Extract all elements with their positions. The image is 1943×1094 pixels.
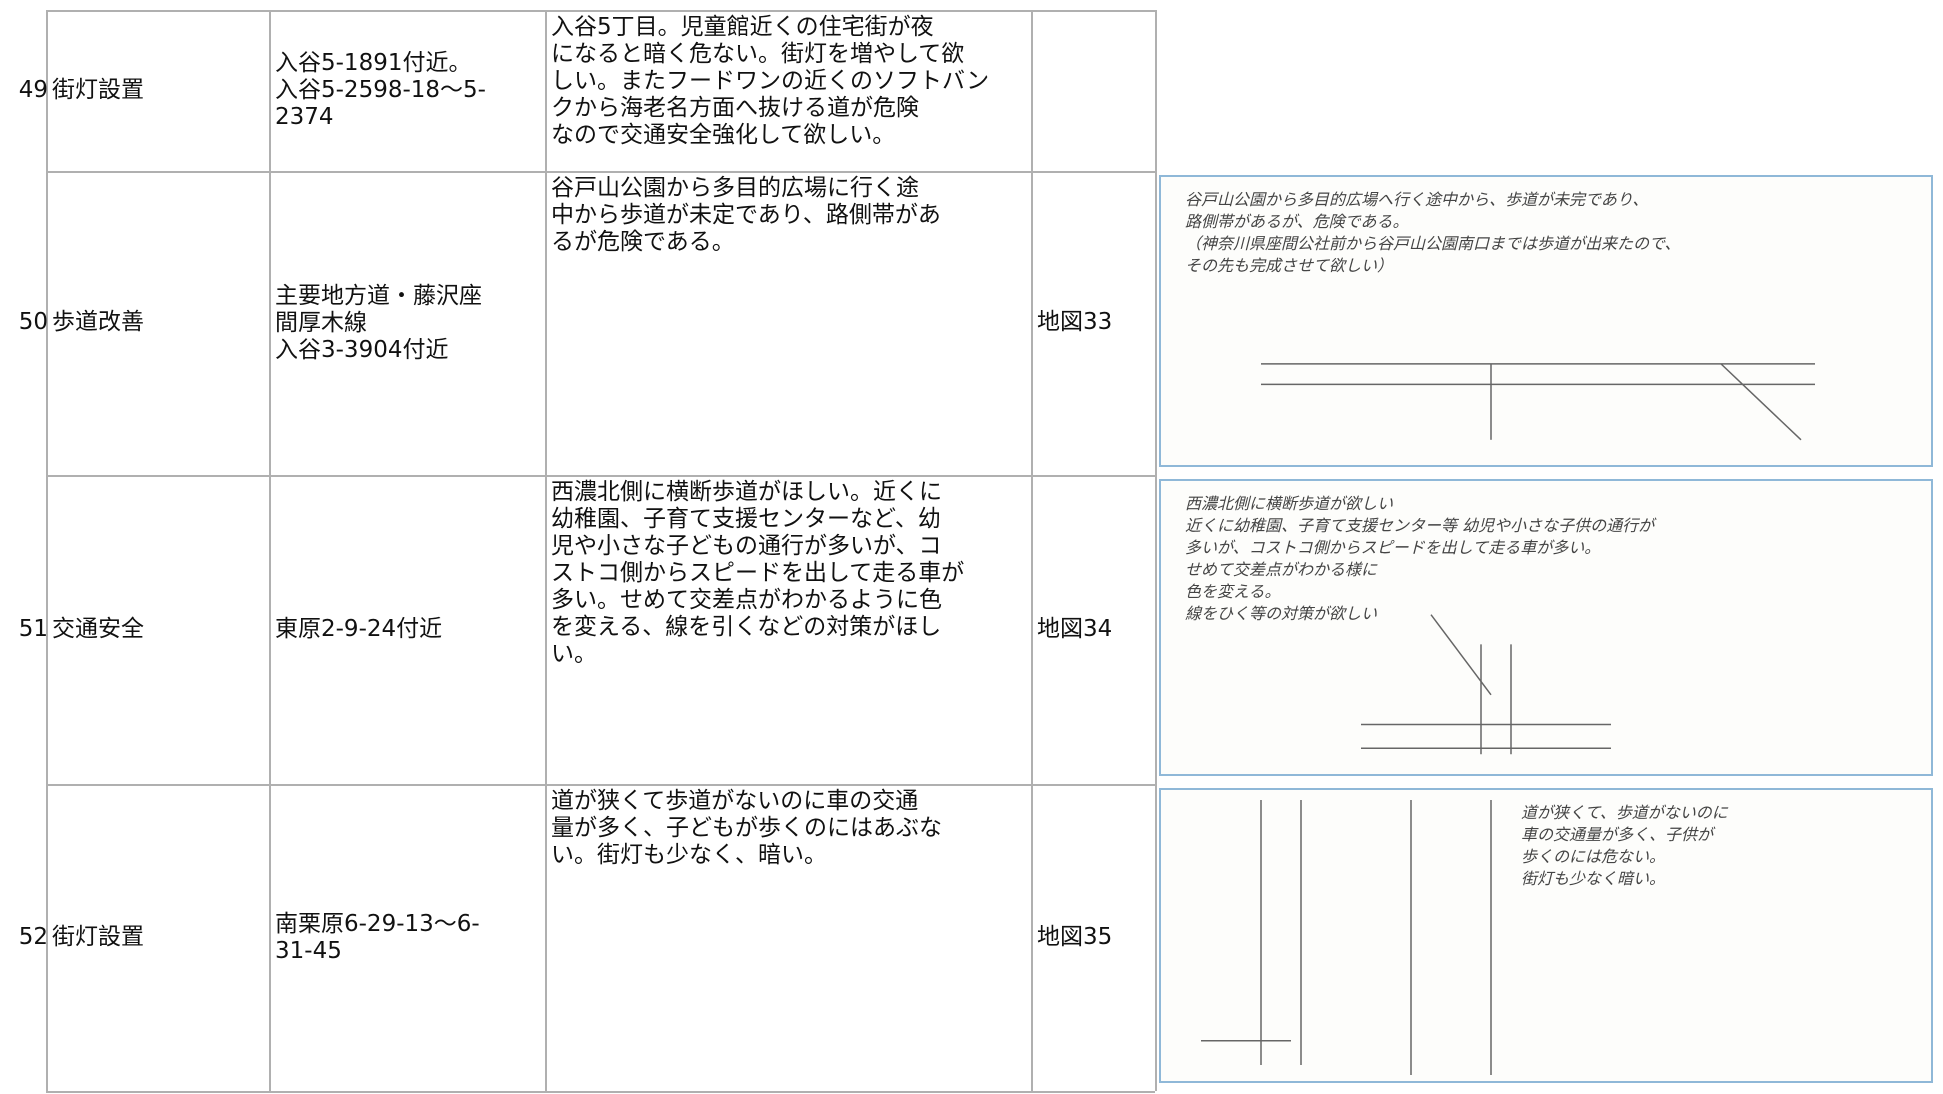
description-line: クから海老名方面へ抜ける道が危険 (551, 95, 919, 121)
row-line (46, 1091, 1155, 1093)
description-line: 谷戸山公園から多目的広場に行く途 (551, 175, 919, 201)
sketch-note: 多いが、コストコ側からスピードを出して走る車が多い。 (1185, 538, 1601, 557)
description-line: い。街灯も少なく、暗い。 (551, 842, 827, 868)
location-line: 入谷3-3904付近 (275, 336, 449, 363)
description-line: 児や小さな子どもの通行が多いが、コ (551, 533, 942, 559)
location-line: 間厚木線 (275, 309, 367, 336)
sketch-drawing (1361, 614, 1611, 755)
location: 入谷5-1891付近。 入谷5-2598-18～5- 2374 (275, 50, 486, 131)
description-line: を変える、線を引くなどの対策がほし (551, 614, 942, 640)
location-line: 東原2-9-24付近 (275, 616, 443, 642)
column-line (545, 10, 547, 1091)
sketch-stroke (1720, 363, 1802, 441)
sketch-stroke (1430, 614, 1492, 696)
description-line: 多い。せめて交差点がわかるように色 (551, 587, 942, 613)
sketch-note: その先も完成させて欲しい） (1185, 256, 1394, 275)
location-line: 主要地方道・藤沢座 (275, 282, 482, 309)
description-line: 道が狭くて歩道がないのに車の交通 (551, 788, 919, 814)
sketch-note: 街灯も少なく暗い。 (1521, 869, 1666, 888)
category: 街灯設置 (52, 923, 144, 950)
description: 西濃北側に横断歩道がほしい。近くに 幼稚園、子育て支援センターなど、幼 児や小さな子… (551, 479, 964, 668)
description-line: い。 (551, 641, 597, 667)
row-line (46, 475, 1155, 477)
location: 東原2-9-24付近 (275, 616, 442, 643)
row-line (46, 784, 1155, 786)
row-number: 52 (18, 923, 48, 950)
column-line (1031, 10, 1033, 1091)
sketch-note: 西濃北側に横断歩道が欲しい (1185, 494, 1394, 513)
column-line (46, 10, 48, 1091)
sketch-drawing (1201, 800, 1492, 1075)
sketch-note: 色を変える。 (1185, 582, 1281, 601)
sketch-note: せめて交差点がわかる様に (1185, 560, 1378, 579)
sketch-note: 道が狭くて、歩道がないのに (1521, 803, 1728, 822)
sketch-note: 車の交通量が多く、子供が (1521, 825, 1714, 844)
description: 入谷5丁目。児童館近くの住宅街が夜 になると暗く危ない。街灯を増やして欲 しい。また… (551, 14, 989, 149)
description-line: なので交通安全強化して欲しい。 (551, 122, 896, 148)
description-line: 幼稚園、子育て支援センターなど、幼 (551, 506, 941, 532)
sketch-note: 路側帯があるが、危険である。 (1185, 212, 1409, 231)
description-line: ストコ側からスピードを出して走る車が (551, 560, 965, 586)
description-line: 量が多く、子どもが歩くのにはあぶな (551, 815, 942, 841)
row-line (46, 10, 1155, 12)
sketch: 西濃北側に横断歩道が欲しい近くに幼稚園、子育て支援センター等 幼児や小さな子供の… (1159, 479, 1933, 776)
sketch-note: 線をひく等の対策が欲しい (1185, 604, 1378, 623)
sketch-note: 近くに幼稚園、子育て支援センター等 幼児や小さな子供の通行が (1185, 516, 1655, 535)
sketch-note: （神奈川県座間公社前から谷戸山公園南口までは歩道が出来たので、 (1185, 234, 1681, 253)
category: 歩道改善 (52, 309, 144, 335)
row-number: 51 (18, 615, 48, 642)
sketch-drawing (1261, 363, 1815, 441)
location-line: 入谷5-1891付近。 (275, 50, 472, 76)
sketch-note: 歩くのには危ない。 (1521, 847, 1666, 866)
description-line: 入谷5丁目。児童館近くの住宅街が夜 (551, 14, 934, 40)
description-line: 西濃北側に横断歩道がほしい。近くに (551, 479, 942, 505)
map-ref: 地図33 (1037, 309, 1113, 335)
location: 南栗原6-29-13～6- 31-45 (275, 911, 480, 965)
description-line: しい。またフードワンの近くのソフトバン (551, 68, 990, 94)
row-line (46, 171, 1155, 173)
description-line: になると暗く危ない。街灯を増やして欲 (551, 41, 965, 67)
location-line: 2374 (275, 104, 334, 130)
column-line (1155, 10, 1157, 1091)
category: 交通安全 (52, 615, 144, 642)
sketch: 谷戸山公園から多目的広場へ行く途中から、歩道が未完であり、 路側帯があるが、危険で… (1159, 175, 1933, 467)
sketch: 道が狭くて、歩道がないのに 車の交通量が多く、子供が 歩くのには危ない。 街灯も少なく… (1159, 788, 1933, 1083)
category: 街灯設置 (52, 76, 144, 103)
location-line: 入谷5-2598-18～5- (275, 77, 486, 103)
location-line: 南栗原6-29-13～6- (275, 910, 480, 937)
description-line: るが危険である。 (551, 229, 735, 255)
description-line: 中から歩道が未定であり、路側帯があ (551, 202, 941, 228)
location-line: 31-45 (275, 937, 342, 964)
row-number: 50 (18, 309, 48, 335)
location: 主要地方道・藤沢座 間厚木線 入谷3-3904付近 (275, 283, 482, 364)
description: 谷戸山公園から多目的広場に行く途 中から歩道が未定であり、路側帯があ るが危険である… (551, 175, 941, 256)
map-ref: 地図34 (1037, 615, 1113, 642)
map-ref: 地図35 (1037, 923, 1113, 950)
column-line (269, 10, 271, 1091)
description: 道が狭くて歩道がないのに車の交通 量が多く、子どもが歩くのにはあぶな い。街灯も少な… (551, 788, 942, 869)
sketch-note: 谷戸山公園から多目的広場へ行く途中から、歩道が未完であり、 (1185, 190, 1649, 209)
row-number: 49 (18, 76, 48, 103)
